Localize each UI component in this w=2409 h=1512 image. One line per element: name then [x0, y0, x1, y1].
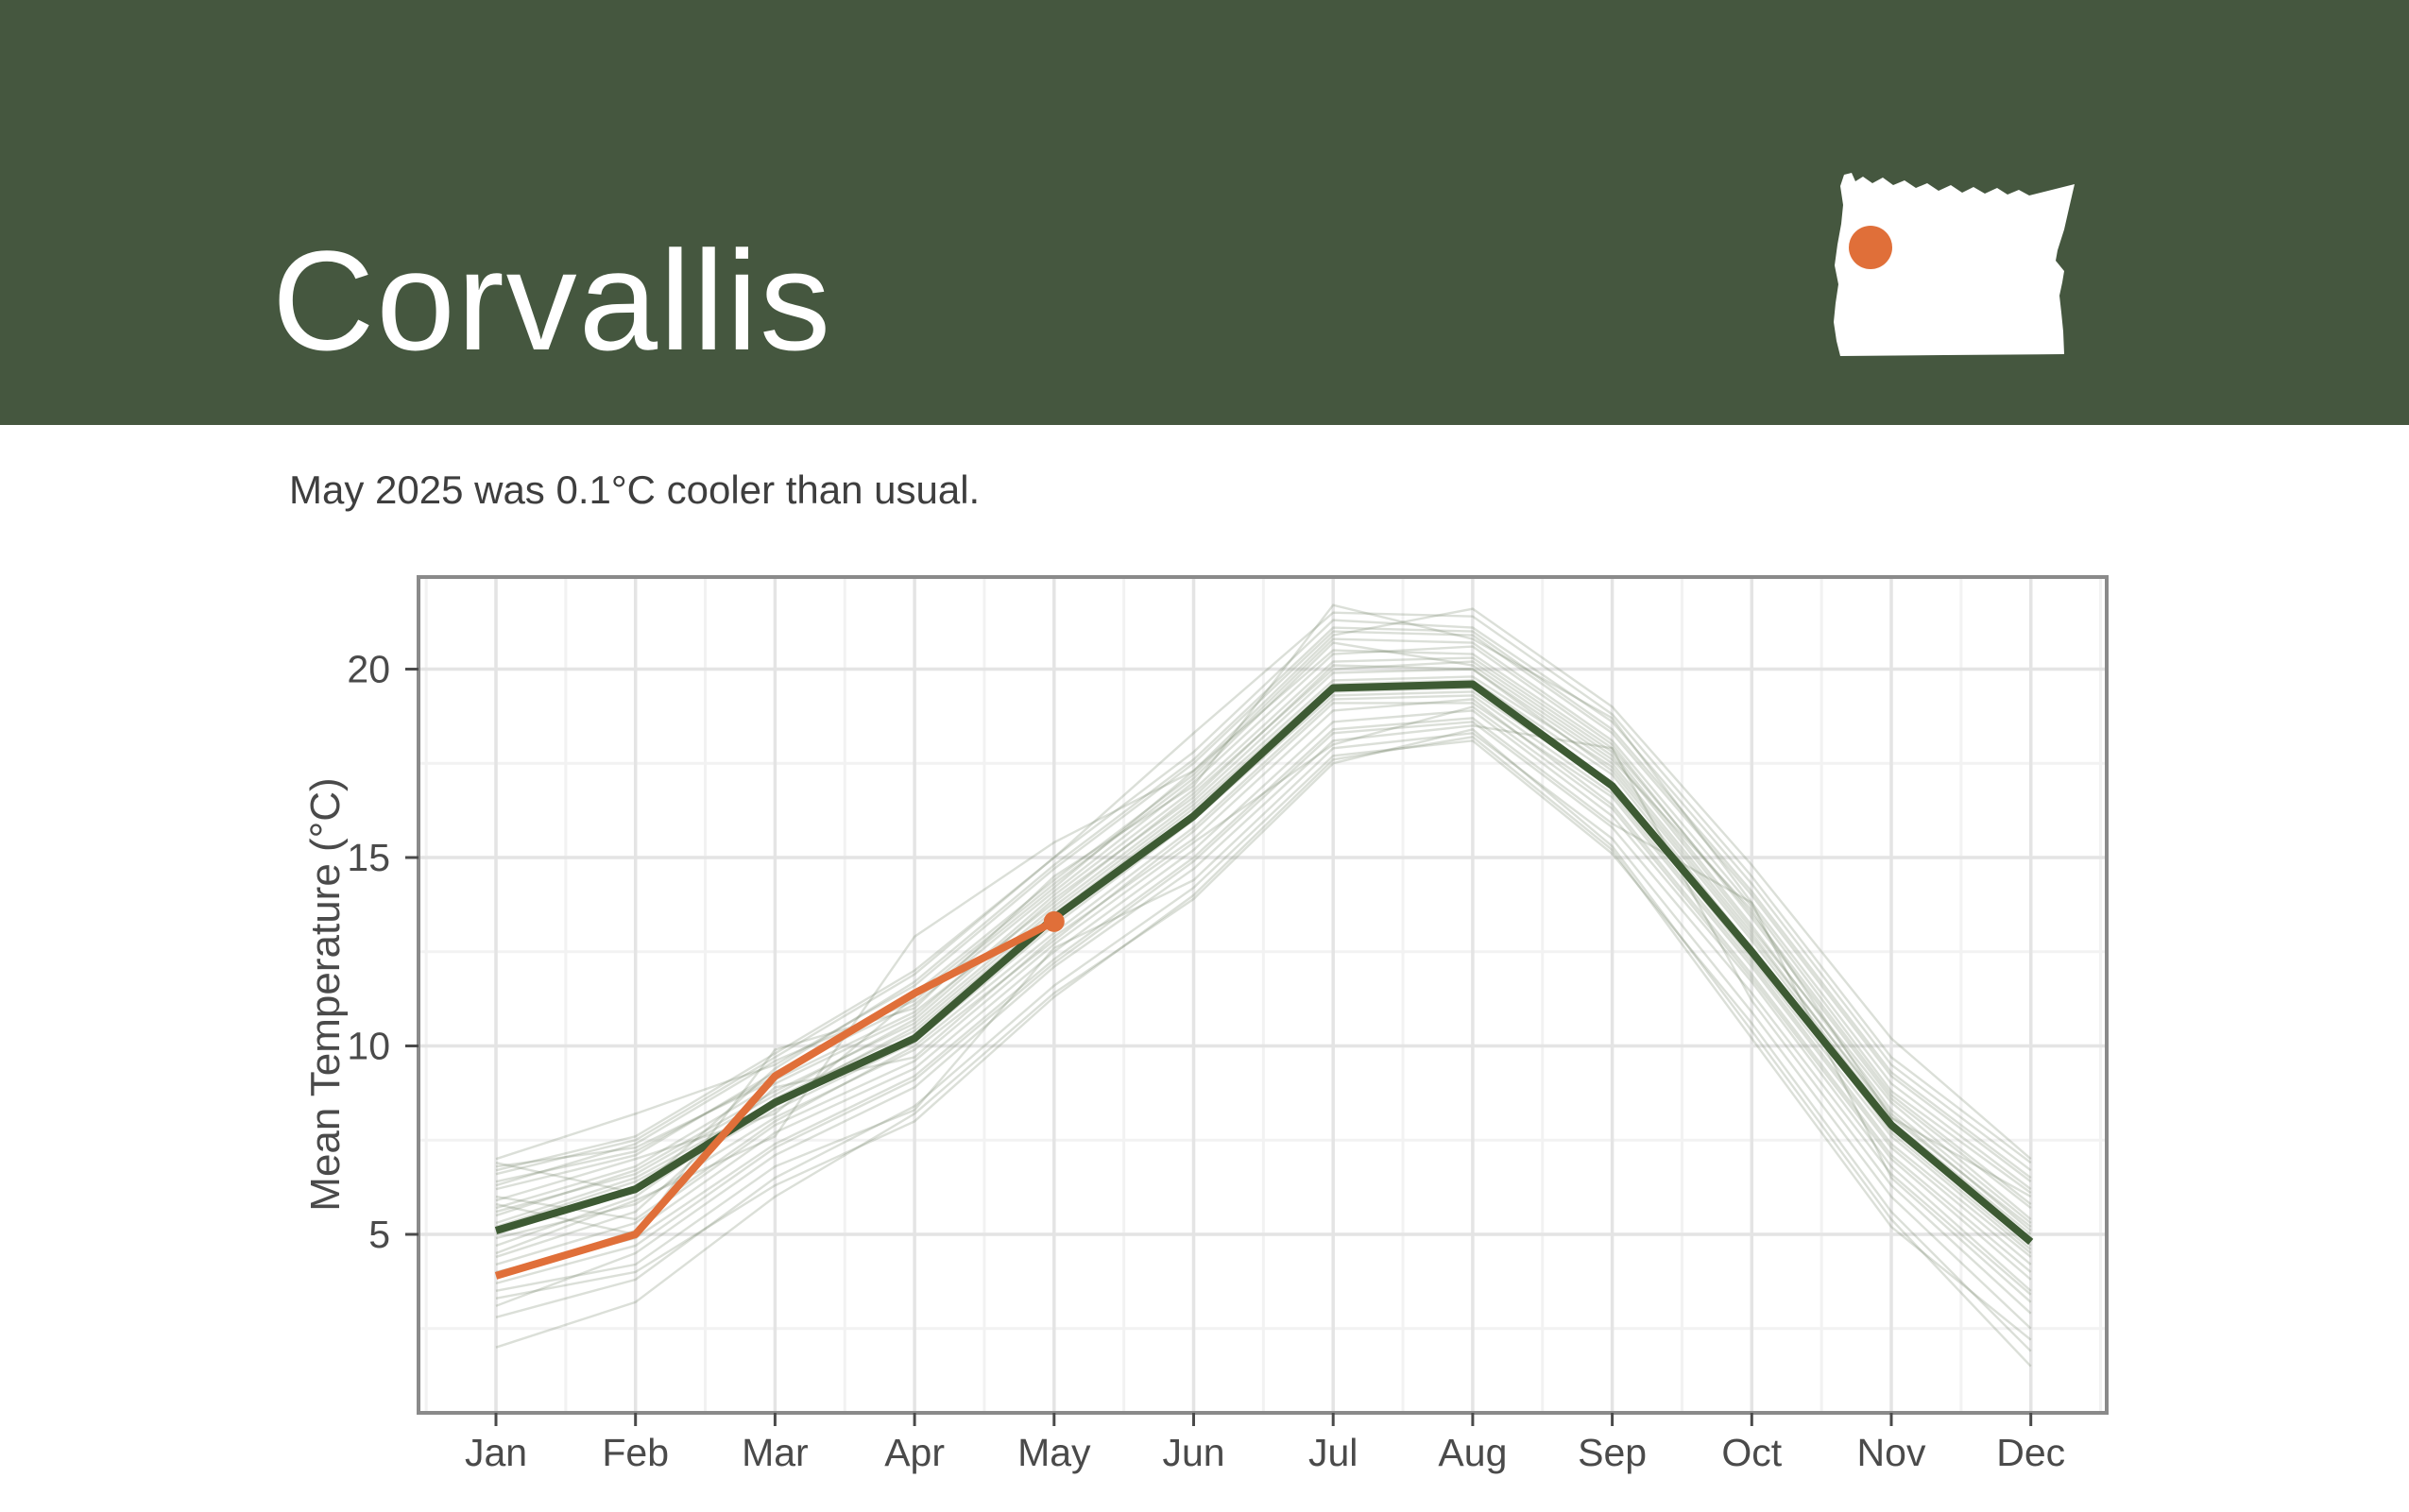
historical-year-line [495, 702, 2032, 1266]
historical-year-line [495, 721, 2032, 1296]
chart-subtitle: May 2025 was 0.1°C cooler than usual. [289, 467, 981, 512]
historical-year-line [495, 705, 2032, 1281]
historical-year-line [495, 611, 2032, 1172]
y-tick-label: 20 [347, 648, 390, 691]
current-month-dot [1043, 910, 1065, 932]
historical-year-line [495, 739, 2032, 1352]
historical-year-line [495, 728, 2032, 1368]
panel-border [417, 575, 2109, 1415]
current-year-line [494, 918, 1056, 1280]
header-band: Corvallis [0, 0, 2409, 425]
x-tick-label: Apr [884, 1431, 945, 1474]
oregon-silhouette [1834, 173, 2075, 356]
historical-year-line [495, 626, 2032, 1195]
historical-year-line [495, 690, 2032, 1254]
x-tick-label: Oct [1721, 1431, 1782, 1474]
y-tick-label: 5 [368, 1213, 390, 1256]
historical-year-line [495, 645, 2032, 1210]
x-tick-label: Jan [465, 1431, 527, 1474]
y-axis-title: Mean Temperature (°C) [302, 777, 349, 1212]
historical-year-line [495, 717, 2032, 1303]
historical-year-lines [495, 603, 2032, 1368]
historical-year-line [495, 649, 2032, 1206]
x-tick-label: Feb [602, 1431, 669, 1474]
historical-year-line [495, 736, 2032, 1341]
x-tick-label: May [1017, 1431, 1091, 1474]
location-marker-dot [1849, 226, 1892, 269]
gridlines-minor [419, 577, 2107, 1413]
historical-year-line [495, 619, 2032, 1176]
y-tick-label: 15 [347, 836, 390, 879]
axis-ticks [405, 668, 2033, 1426]
page-title: Corvallis [272, 221, 833, 380]
mean-temperature-line [494, 680, 2034, 1246]
y-tick-label: 10 [347, 1025, 390, 1068]
x-tick-label: Jul [1308, 1431, 1358, 1474]
x-tick-label: Nov [1857, 1431, 1926, 1474]
x-tick-label: Sep [1578, 1431, 1647, 1474]
historical-year-line [495, 607, 2032, 1255]
x-tick-label: Jun [1162, 1431, 1224, 1474]
oregon-map [1834, 173, 2075, 356]
x-tick-label: Mar [742, 1431, 809, 1474]
highlight-lines [494, 680, 2034, 1280]
panel-frame [417, 575, 2109, 1415]
x-tick-label: Dec [1996, 1431, 2065, 1474]
axis-labels: Jan Feb Mar Apr May Jun Jul Aug Sep Oct Nov Dec 5 10 1… [347, 648, 2065, 1475]
historical-year-line [495, 660, 2032, 1220]
gridlines-major [419, 577, 2107, 1413]
x-tick-label: Aug [1438, 1431, 1507, 1474]
historical-year-line [495, 637, 2032, 1195]
historical-year-line [495, 694, 2032, 1258]
historical-year-line [495, 603, 2032, 1236]
historical-year-line [495, 709, 2032, 1292]
historical-year-line [495, 732, 2032, 1330]
historical-year-line [495, 630, 2032, 1183]
historical-year-line [495, 724, 2032, 1315]
